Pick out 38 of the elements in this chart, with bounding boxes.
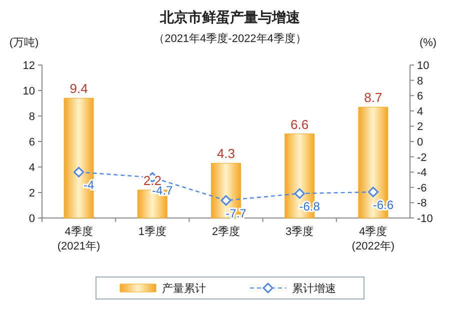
chart-title: 北京市鲜蛋产量与增速 — [159, 9, 301, 25]
y-axis-title: (万吨) — [9, 36, 39, 49]
y-tick-label: 6 — [28, 136, 35, 148]
y-tick-label: 0 — [28, 213, 35, 225]
y2-tick-label: 0 — [417, 136, 424, 148]
y2-tick-label: 10 — [417, 60, 430, 72]
x-tick-label: 3季度 — [286, 225, 314, 238]
y2-tick-label: 4 — [417, 106, 424, 118]
x-tick-label: 4季度 (2022年) — [352, 225, 395, 252]
y-tick-label: 10 — [22, 86, 35, 98]
y-tick-label: 2 — [28, 188, 35, 200]
point — [294, 188, 305, 199]
y2-tick-label: -6 — [417, 182, 427, 194]
legend-label: 产量累计 — [162, 282, 206, 295]
data-label: -6.6 — [372, 198, 394, 212]
data-label: -7.7 — [226, 206, 247, 220]
point — [74, 166, 84, 178]
y2-tick-label: -8 — [417, 198, 427, 210]
data-label: -6.8 — [299, 200, 320, 214]
y2-axis-title: (%) — [419, 37, 437, 49]
y2-tick-label: -4 — [417, 167, 427, 180]
y2-tick-label: -10 — [417, 213, 433, 225]
y-tick-label: 8 — [28, 111, 35, 123]
y-tick-label: 4 — [28, 162, 35, 174]
point — [368, 186, 378, 198]
chart-subtitle: （2021年4季度-2022年4季度） — [154, 32, 306, 45]
point — [220, 195, 232, 206]
y-tick-label: 12 — [22, 60, 35, 72]
y2-tick-label: 6 — [417, 90, 424, 103]
bar — [64, 98, 94, 218]
x-tick-label: 1季度 — [138, 225, 166, 238]
y2-tick-label: 2 — [417, 121, 424, 134]
legend-label: 累计增速 — [292, 282, 336, 295]
data-label: -4 — [83, 178, 94, 192]
x-tick-label: 4季度 (2021年) — [57, 225, 100, 252]
y2-tick-label: -2 — [417, 152, 427, 164]
y2-tick-label: 8 — [417, 75, 424, 88]
x-tick-label: 2季度 — [212, 225, 240, 238]
